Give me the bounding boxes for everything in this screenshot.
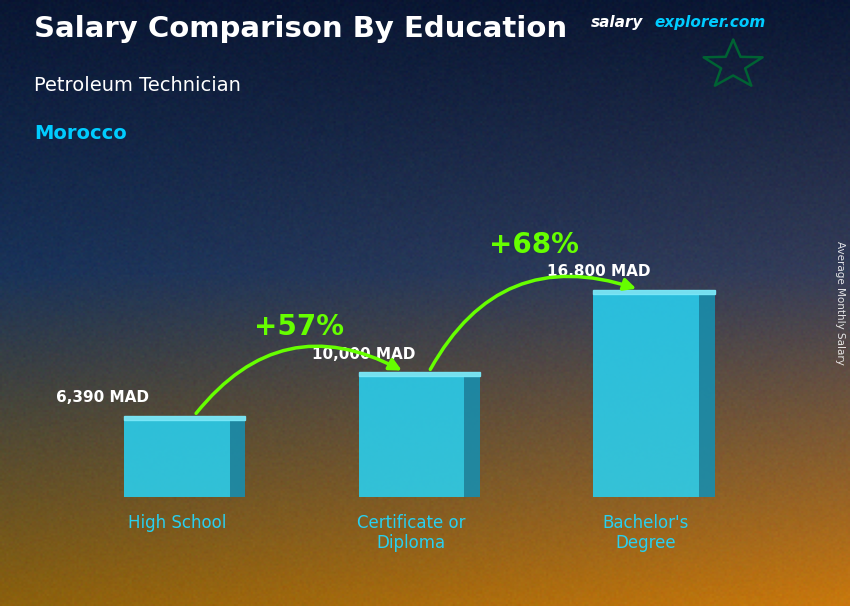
Bar [124, 419, 230, 497]
Text: Average Monthly Salary: Average Monthly Salary [835, 241, 845, 365]
Bar [593, 294, 699, 497]
Text: Morocco: Morocco [34, 124, 127, 143]
Text: salary: salary [591, 15, 643, 30]
Text: +57%: +57% [254, 313, 344, 341]
Bar [593, 290, 715, 294]
Bar [230, 419, 246, 497]
Text: +68%: +68% [489, 231, 579, 259]
Bar [464, 376, 480, 497]
Text: Petroleum Technician: Petroleum Technician [34, 76, 241, 95]
FancyArrowPatch shape [196, 346, 399, 413]
Text: Salary Comparison By Education: Salary Comparison By Education [34, 15, 567, 43]
Text: explorer.com: explorer.com [654, 15, 766, 30]
FancyArrowPatch shape [430, 276, 632, 370]
Text: 6,390 MAD: 6,390 MAD [56, 390, 150, 405]
Bar [699, 294, 715, 497]
Text: 10,000 MAD: 10,000 MAD [312, 347, 416, 362]
Bar [359, 372, 480, 376]
Text: 16,800 MAD: 16,800 MAD [547, 264, 650, 279]
Bar [124, 416, 246, 419]
Bar [359, 376, 464, 497]
